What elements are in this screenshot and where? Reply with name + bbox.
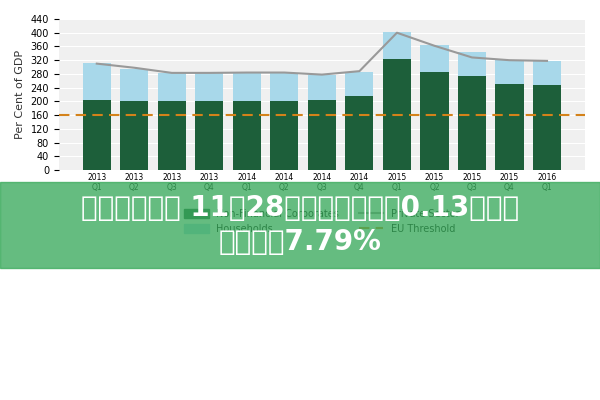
Bar [346,72,373,96]
Bar [458,52,486,76]
Y-axis label: Per Cent of GDP: Per Cent of GDP [15,50,25,139]
Bar [383,32,411,59]
Bar [421,46,449,72]
Bar [195,101,223,170]
Bar [158,73,186,101]
Bar [270,101,298,170]
Bar [496,84,524,170]
Bar [120,69,148,101]
Bar [346,96,373,170]
Bar [496,60,524,84]
Bar [533,61,561,85]
Bar [533,85,561,170]
Bar [458,76,486,170]
Bar [233,101,261,170]
Bar [83,62,111,100]
Bar [421,72,449,170]
Bar [308,100,336,170]
Bar [233,73,261,101]
Bar [308,75,336,100]
Bar [158,101,186,170]
Bar [83,100,111,170]
Bar [120,101,148,170]
Text: 个股期权杠杆 11月28日宏发转债上涨0.13％，转
股溢价率7.79%: 个股期权杠杆 11月28日宏发转债上涨0.13％，转 股溢价率7.79% [81,194,519,256]
Legend: Non-Financial Corporates, Households, Private Sector, EU Threshold: Non-Financial Corporates, Households, Pr… [181,205,463,238]
Bar [195,73,223,101]
Bar [270,73,298,101]
Bar [383,59,411,170]
